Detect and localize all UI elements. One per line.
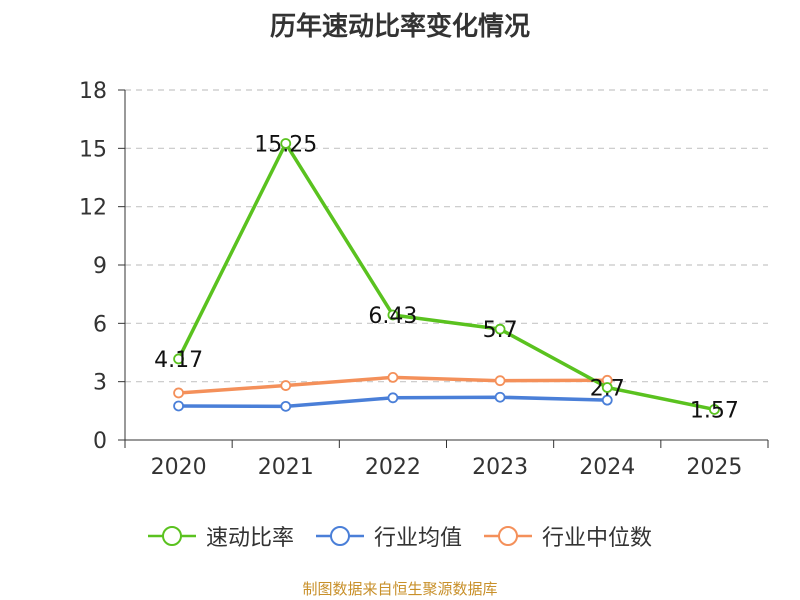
legend-label-industry-median: 行业中位数: [542, 526, 653, 551]
chart-title: 历年速动比率变化情况: [269, 12, 530, 42]
data-point-1: [280, 400, 292, 412]
y-tick-label: 6: [93, 312, 107, 337]
data-source-note: 制图数据来自恒生聚源数据库: [302, 580, 498, 598]
y-tick-label: 18: [79, 79, 107, 104]
y-tick-label: 15: [79, 137, 107, 162]
x-tick-label: 2023: [472, 455, 528, 480]
data-label: 4.17: [154, 348, 203, 373]
x-tick-label: 2024: [579, 455, 635, 480]
legend: 速动比率 行业均值 行业中位数: [0, 520, 800, 552]
data-point-2: [494, 375, 506, 387]
x-tick-label: 2022: [365, 455, 421, 480]
legend-item-industry-median[interactable]: 行业中位数: [484, 520, 652, 552]
legend-item-industry-mean[interactable]: 行业均值: [315, 520, 462, 552]
data-point-2: [387, 371, 399, 383]
data-point-0: [387, 309, 399, 321]
x-tick-label: 2021: [258, 455, 314, 480]
data-point-1: [387, 392, 399, 404]
data-label: 1.57: [690, 398, 739, 423]
x-tick-label: 2025: [686, 455, 742, 480]
legend-label-quick-ratio: 速动比率: [205, 526, 294, 551]
data-label: 6.43: [368, 304, 417, 329]
data-label: 5.7: [483, 318, 518, 343]
series-line-0: [177, 141, 715, 412]
data-point-2: [173, 387, 184, 399]
y-tick-label: 0: [93, 429, 107, 454]
data-point-1: [601, 394, 613, 406]
data-point-2: [280, 380, 292, 391]
legend-swatch-quick-ratio: [147, 526, 196, 546]
data-point-1: [173, 400, 184, 412]
legend-label-industry-mean: 行业均值: [373, 526, 462, 551]
data-point-0: [709, 404, 720, 415]
data-point-0: [494, 323, 506, 335]
data-point-0: [280, 138, 292, 149]
legend-swatch-industry-median: [484, 526, 532, 546]
y-tick-label: 9: [93, 254, 107, 279]
y-tick-label: 3: [93, 371, 107, 396]
legend-item-quick-ratio[interactable]: 速动比率: [147, 520, 294, 552]
data-point-0: [173, 353, 184, 365]
x-tick-label: 2020: [151, 455, 207, 480]
legend-swatch-industry-mean: [315, 526, 364, 546]
data-point-0: [601, 382, 613, 393]
data-label: 15.25: [254, 132, 317, 157]
data-label: 2.7: [590, 377, 625, 402]
y-tick-label: 12: [79, 196, 107, 221]
data-point-1: [494, 391, 506, 403]
